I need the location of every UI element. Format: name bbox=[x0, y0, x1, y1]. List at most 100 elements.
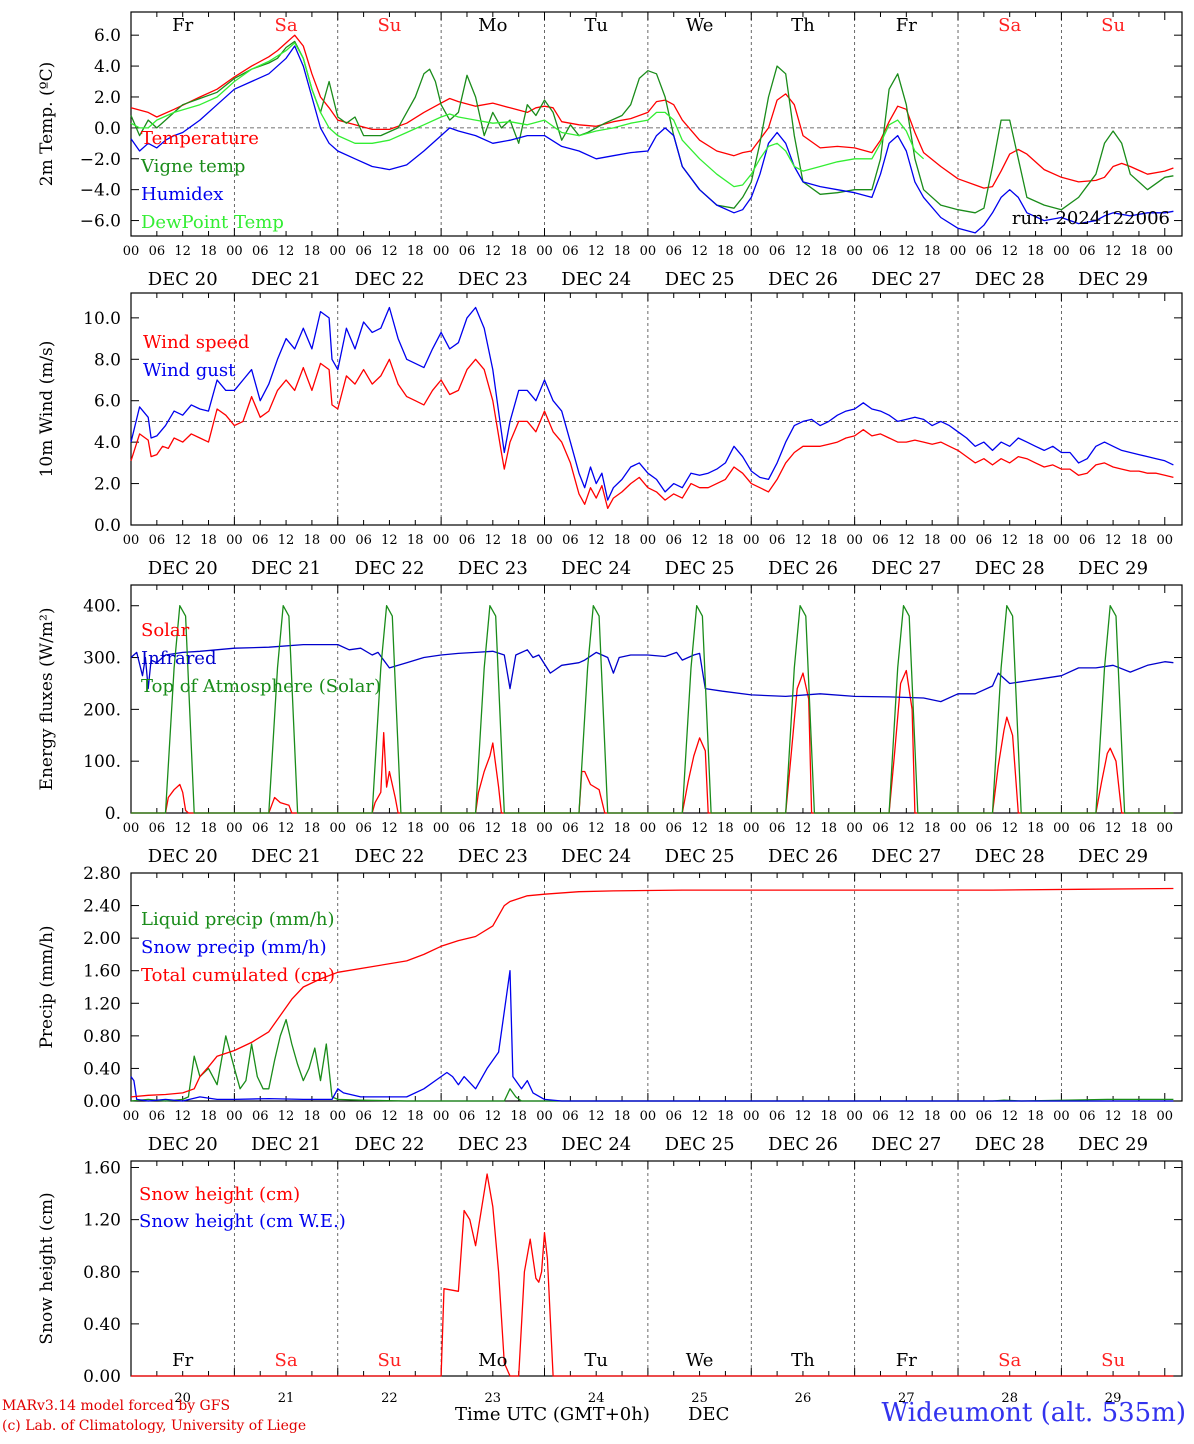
hour-label: 06 bbox=[665, 1109, 682, 1124]
hour-label: 00 bbox=[329, 244, 346, 259]
hour-label: 18 bbox=[407, 244, 424, 259]
weekday-label: Mo bbox=[478, 1350, 507, 1371]
hour-label: 12 bbox=[691, 1109, 708, 1124]
hour-label: 00 bbox=[1156, 821, 1173, 836]
model-credit: MARv3.14 model forced by GFS bbox=[2, 1398, 231, 1414]
weekday-label: Fr bbox=[172, 1350, 193, 1371]
hour-label: 12 bbox=[174, 244, 191, 259]
date-label: DEC 28 bbox=[975, 1134, 1045, 1155]
hour-label: 12 bbox=[278, 1109, 295, 1124]
hour-label: 06 bbox=[562, 821, 579, 836]
weekday-label: Th bbox=[791, 15, 815, 36]
hour-label: 12 bbox=[898, 821, 915, 836]
hour-label: 18 bbox=[717, 821, 734, 836]
hour-label: 18 bbox=[924, 533, 941, 548]
hour-label: 12 bbox=[588, 821, 605, 836]
weekday-label: Sa bbox=[275, 1350, 298, 1371]
series-line-infrared bbox=[130, 643, 1174, 703]
hour-label: 06 bbox=[149, 821, 166, 836]
date-label: DEC 25 bbox=[665, 269, 735, 290]
hour-label: 00 bbox=[329, 821, 346, 836]
date-label: DEC 20 bbox=[148, 558, 218, 579]
hour-label: 00 bbox=[536, 533, 553, 548]
hour-label: 00 bbox=[846, 1109, 863, 1124]
hour-label: 00 bbox=[123, 821, 140, 836]
y-tick-label: 0.0 bbox=[94, 119, 121, 139]
series-line-snow-height-cm- bbox=[131, 1173, 1174, 1377]
date-label: DEC 27 bbox=[871, 1134, 941, 1155]
hour-label: 00 bbox=[743, 244, 760, 259]
hour-label: 06 bbox=[1079, 244, 1096, 259]
legend-entry: Infrared bbox=[141, 648, 216, 669]
hour-label: 18 bbox=[407, 821, 424, 836]
date-label: DEC 25 bbox=[665, 558, 735, 579]
legend-entry: Snow height (cm) bbox=[139, 1184, 300, 1205]
y-tick-label: 0.80 bbox=[83, 1263, 121, 1283]
y-tick-label: 2.40 bbox=[83, 897, 121, 917]
weekday-label: Fr bbox=[896, 15, 917, 36]
hour-label: 12 bbox=[691, 533, 708, 548]
hour-label: 00 bbox=[226, 533, 243, 548]
hour-label: 00 bbox=[123, 1109, 140, 1124]
hour-label: 00 bbox=[640, 821, 657, 836]
hour-label: 18 bbox=[200, 821, 217, 836]
date-label: DEC 24 bbox=[561, 269, 631, 290]
hour-label: 18 bbox=[510, 1109, 527, 1124]
hour-label: 18 bbox=[1027, 244, 1044, 259]
weekday-label: Su bbox=[377, 15, 401, 36]
hour-label: 12 bbox=[588, 533, 605, 548]
hour-label: 18 bbox=[1131, 821, 1148, 836]
hour-label: 06 bbox=[149, 533, 166, 548]
hour-label: 12 bbox=[174, 821, 191, 836]
hour-label: 12 bbox=[278, 821, 295, 836]
hour-label: 12 bbox=[1105, 533, 1122, 548]
hour-label: 06 bbox=[976, 244, 993, 259]
date-label: DEC 27 bbox=[871, 269, 941, 290]
date-label: DEC 29 bbox=[1078, 269, 1148, 290]
hour-label: 00 bbox=[1053, 533, 1070, 548]
date-label: DEC 23 bbox=[458, 558, 528, 579]
y-tick-label: −4.0 bbox=[80, 181, 121, 201]
hour-label: 06 bbox=[459, 533, 476, 548]
weekday-label: Mo bbox=[478, 15, 507, 36]
weekday-label: Su bbox=[1101, 15, 1125, 36]
hour-label: 12 bbox=[381, 821, 398, 836]
y-tick-label: 1.20 bbox=[83, 1211, 121, 1231]
legend-entry: Solar bbox=[141, 620, 190, 641]
hour-label: 18 bbox=[1131, 1109, 1148, 1124]
hour-label: 00 bbox=[640, 533, 657, 548]
hour-label: 06 bbox=[976, 821, 993, 836]
hour-label: 12 bbox=[278, 533, 295, 548]
legend-entry: Wind gust bbox=[143, 360, 236, 381]
hour-label: 06 bbox=[769, 1109, 786, 1124]
hour-label: 00 bbox=[950, 821, 967, 836]
date-label: DEC 29 bbox=[1078, 558, 1148, 579]
legend-entry: Snow precip (mm/h) bbox=[141, 937, 327, 958]
date-label: DEC 25 bbox=[665, 1134, 735, 1155]
hour-label: 00 bbox=[536, 244, 553, 259]
hour-label: 18 bbox=[614, 533, 631, 548]
legend-entry: Top of Atmosphere (Solar) bbox=[141, 676, 381, 697]
hour-label: 00 bbox=[536, 821, 553, 836]
hour-label: 12 bbox=[588, 1109, 605, 1124]
hour-label: 00 bbox=[640, 244, 657, 259]
date-label: DEC 27 bbox=[871, 846, 941, 867]
hour-label: 12 bbox=[485, 821, 502, 836]
weekday-label: Tu bbox=[584, 1350, 608, 1371]
legend-entry: Wind speed bbox=[143, 332, 249, 353]
hour-label: 06 bbox=[1079, 1109, 1096, 1124]
hour-label: 18 bbox=[1131, 533, 1148, 548]
date-label: DEC 21 bbox=[251, 269, 321, 290]
hour-label: 18 bbox=[304, 1109, 321, 1124]
date-label: DEC 26 bbox=[768, 558, 838, 579]
hour-label: 12 bbox=[485, 533, 502, 548]
weekday-label: Sa bbox=[998, 1350, 1021, 1371]
hour-label: 12 bbox=[898, 533, 915, 548]
hour-label: 06 bbox=[459, 1109, 476, 1124]
hour-label: 18 bbox=[821, 821, 838, 836]
hour-label: 12 bbox=[381, 533, 398, 548]
date-label: DEC 21 bbox=[251, 846, 321, 867]
hour-label: 00 bbox=[226, 1109, 243, 1124]
hour-label: 12 bbox=[1105, 821, 1122, 836]
hour-label: 18 bbox=[717, 244, 734, 259]
